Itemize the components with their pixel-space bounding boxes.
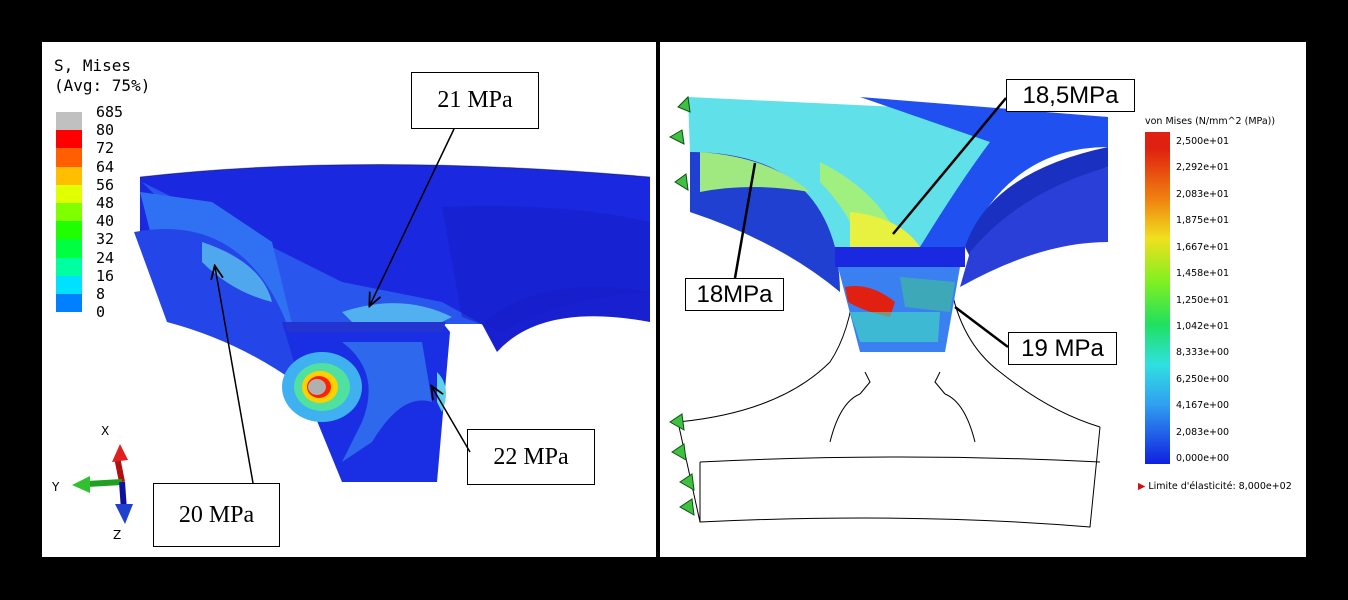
legend-tick-label: 2,292e+01	[1176, 162, 1230, 174]
legend-label: 0	[96, 303, 106, 322]
legend-swatch	[56, 184, 82, 203]
legend-tick-label: 2,083e+01	[1176, 188, 1230, 200]
legend-label: 685	[96, 103, 124, 121]
legend-tick-label: 2,500e+01	[1176, 136, 1230, 147]
legend-tick-label: 4,167e+00	[1176, 400, 1230, 412]
legend-swatch	[56, 112, 82, 131]
legend-label: 48	[96, 194, 115, 212]
legend-label: 32	[96, 230, 115, 249]
legend-tick-label: 1,875e+01	[1176, 215, 1230, 227]
callout-22mpa: 22 MPa	[467, 429, 595, 485]
legend-swatch	[56, 257, 82, 276]
legend-label: 64	[96, 157, 115, 176]
yield-strength-label: ▶ Limite d'élasticité: 8,000e+02	[1138, 481, 1292, 492]
legend-gradient-bar	[1145, 132, 1170, 464]
axis-x-label: X	[101, 424, 110, 438]
legend-tick-label: 1,042e+01	[1176, 320, 1230, 332]
legend-tick-label: 2,083e+00	[1176, 426, 1230, 438]
legend-swatch	[56, 148, 82, 167]
legend-tick-label: 6,250e+00	[1176, 373, 1230, 385]
callout-19mpa: 19 MPa	[1008, 332, 1117, 365]
legend-tick-label: 8,333e+00	[1176, 347, 1230, 359]
callout-18-5mpa: 18,5MPa	[1006, 79, 1135, 112]
legend-label: 8	[96, 285, 106, 303]
legend-label: 16	[96, 266, 115, 285]
legend-swatch	[56, 203, 82, 222]
yield-label-text: Limite d'élasticité: 8,000e+02	[1148, 481, 1292, 492]
legend-tick-label: 1,250e+01	[1176, 294, 1230, 306]
legend-swatch	[56, 130, 82, 149]
legend-swatch	[56, 294, 82, 313]
solidworks-result-panel: von Mises (N/mm^2 (MPa)) 2,500e+01 2,292e…	[660, 42, 1306, 557]
abaqus-result-panel: S, Mises (Avg: 75%) 685 80 72 64 56 48 40 32 24 1…	[42, 42, 656, 557]
legend-label: 56	[96, 175, 115, 194]
legend-tick-label: 0,000e+00	[1176, 453, 1230, 464]
legend-tick-label: 1,667e+01	[1176, 241, 1230, 253]
callout-21mpa: 21 MPa	[411, 72, 539, 129]
callout-18mpa: 18MPa	[685, 278, 784, 311]
axis-y-label: Y	[52, 480, 60, 494]
legend-label: 24	[96, 248, 115, 267]
legend-subtitle: (Avg: 75%)	[54, 76, 151, 95]
legend-swatch	[56, 166, 82, 185]
legend-swatch	[56, 221, 82, 240]
abaqus-model-render	[134, 164, 651, 482]
axis-z-label: Z	[113, 528, 122, 542]
legend-label: 40	[96, 212, 115, 231]
legend-swatch	[56, 239, 82, 258]
yield-marker-icon: ▶	[1138, 481, 1146, 492]
legend-title: S, Mises	[54, 56, 132, 75]
callout-20mpa: 20 MPa	[153, 483, 280, 547]
legend-swatch	[56, 275, 82, 294]
legend-label: 72	[96, 139, 115, 158]
legend-label: 80	[96, 121, 115, 140]
legend-tick-label: 1,458e+01	[1176, 268, 1230, 280]
right-legend-title: von Mises (N/mm^2 (MPa))	[1145, 116, 1276, 127]
